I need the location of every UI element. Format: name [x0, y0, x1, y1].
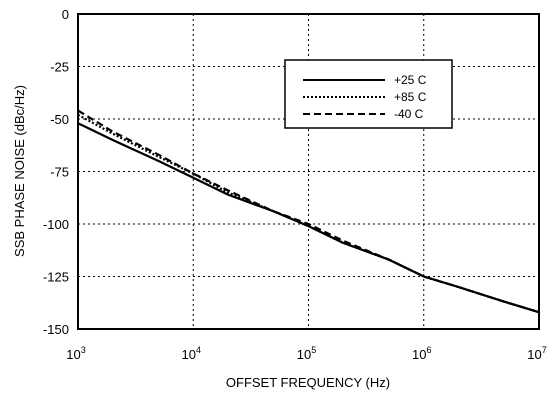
x-tick-base: 10 — [527, 347, 541, 362]
x-tick-base: 10 — [66, 347, 80, 362]
series-lines — [77, 109, 540, 314]
legend-label: +25 C — [394, 73, 427, 87]
series-line-1 — [77, 113, 540, 314]
x-tick-exponent: 3 — [81, 345, 86, 355]
legend-label: +85 C — [394, 90, 427, 104]
x-tick-base: 10 — [297, 347, 311, 362]
y-tick-label: -150 — [43, 322, 69, 337]
series-line-2 — [77, 109, 540, 314]
series-line-0 — [77, 122, 540, 314]
y-tick-labels: 0 -25 -50 -75 -100 -125 -150 — [43, 7, 69, 337]
legend-label: -40 C — [394, 107, 424, 121]
x-tick-exponent: 7 — [542, 345, 547, 355]
y-tick-label: -100 — [43, 217, 69, 232]
legend-box — [284, 59, 453, 129]
x-tick-exponent: 6 — [426, 345, 431, 355]
x-tick-label: 103 — [66, 345, 85, 362]
y-tick-label: -75 — [50, 165, 69, 180]
x-tick-base: 10 — [412, 347, 426, 362]
x-axis-label: OFFSET FREQUENCY (Hz) — [226, 375, 390, 390]
x-tick-labels: 103 104 105 106 107 — [66, 345, 546, 362]
x-tick-label: 107 — [527, 345, 546, 362]
y-tick-label: -125 — [43, 270, 69, 285]
x-tick-exponent: 4 — [196, 345, 201, 355]
x-tick-label: 106 — [412, 345, 431, 362]
plot-frame — [77, 13, 540, 330]
y-tick-label: -50 — [50, 112, 69, 127]
x-tick-exponent: 5 — [311, 345, 316, 355]
y-axis-label: SSB PHASE NOISE (dBc/Hz) — [12, 85, 27, 257]
x-tick-label: 104 — [182, 345, 201, 362]
legend: +25 C +85 C -40 C — [284, 59, 453, 129]
y-tick-label: 0 — [62, 7, 69, 22]
x-tick-label: 105 — [297, 345, 316, 362]
y-tick-label: -25 — [50, 60, 69, 75]
x-tick-base: 10 — [182, 347, 196, 362]
